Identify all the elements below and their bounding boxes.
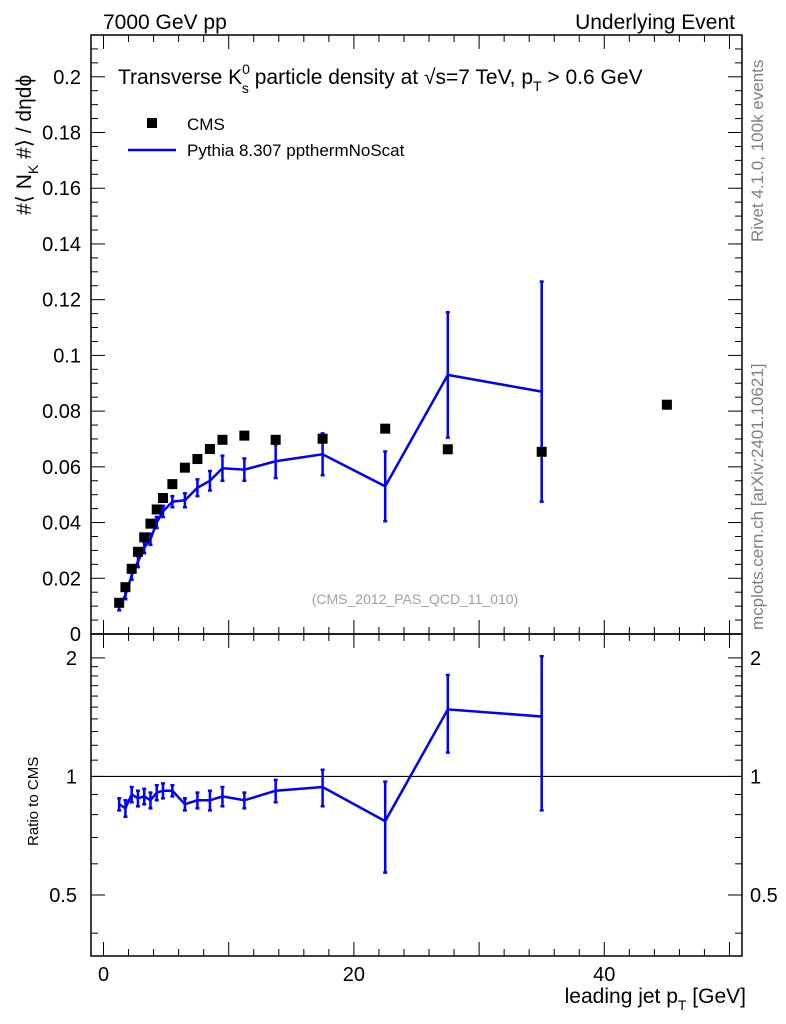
cms-data-point xyxy=(132,546,143,557)
ratio-y-tick-label: 1 xyxy=(66,766,77,788)
ratio-y-tick-label: 0.5 xyxy=(49,885,77,907)
main-title: Transverse K0 s particle density at √s=7 … xyxy=(118,61,643,96)
title-end: > 0.6 GeV xyxy=(542,66,643,89)
ratio-y-tick-label-right: 2 xyxy=(750,648,761,670)
ratio-line xyxy=(118,708,542,823)
main-y-tick-label: 0.02 xyxy=(42,568,81,590)
cms-data-point xyxy=(145,518,156,529)
ylabel-sub: K xyxy=(25,164,41,174)
ratio-y-label: Ratio to CMS xyxy=(25,757,42,846)
cms-data-point xyxy=(167,479,178,490)
x-tick-label: 40 xyxy=(593,964,615,986)
ylabel-b: #⟩ / dηdϕ xyxy=(13,75,36,165)
ylabel-a: #⟨ N xyxy=(13,174,36,215)
cms-data-point xyxy=(192,454,203,465)
cms-data-point xyxy=(217,434,228,445)
cms-data-point xyxy=(120,582,131,593)
ratio-panel-frame xyxy=(90,633,743,957)
title-mid: particle density at xyxy=(249,66,424,89)
legend-marker-cms xyxy=(147,118,157,128)
title-post: =7 TeV, p xyxy=(446,66,533,89)
x-axis-label: leading jet pT [GeV] xyxy=(565,985,746,1013)
main-y-tick-label: 0.16 xyxy=(42,178,81,200)
title-sup: 0 xyxy=(242,61,250,77)
main-y-tick-label: 0.2 xyxy=(53,67,81,89)
header-right: Underlying Event xyxy=(575,11,735,34)
main-y-tick-label: 0.18 xyxy=(42,123,81,145)
title-sub: s xyxy=(242,80,249,96)
main-y-tick-label: 0.1 xyxy=(53,345,81,367)
xlabel-main: leading jet p xyxy=(565,985,678,1008)
main-y-tick-label: 0 xyxy=(70,624,81,646)
axis-ticks: 0 0.02 0.04 0.06 0.08 0.1 0.12 0.14 0.16 0.18 0.2 0… xyxy=(42,35,778,986)
cms-data-point xyxy=(317,433,328,444)
cms-data-point xyxy=(270,434,281,445)
cms-data-point xyxy=(139,532,150,543)
title-post-sub: T xyxy=(533,78,542,94)
xlabel-unit: [GeV] xyxy=(686,985,746,1008)
cms-data-point xyxy=(239,430,250,441)
cms-data-point xyxy=(151,504,162,515)
main-y-tick-label: 0.04 xyxy=(42,513,81,535)
ratio-y-tick-label-right: 0.5 xyxy=(750,885,778,907)
rivet-label: Rivet 4.1.0, 100k events xyxy=(748,60,767,242)
cms-data-point xyxy=(126,563,137,574)
mcplots-label: mcplots.cern.ch [arXiv:2401.10621] xyxy=(748,364,767,630)
ratio-y-tick-label: 2 xyxy=(66,648,77,670)
cms-data-point xyxy=(204,444,215,455)
title-sqrt-sign: √ xyxy=(424,66,436,89)
legend-label-cms: CMS xyxy=(187,115,225,134)
legend-label-pythia: Pythia 8.307 ppthermNoScat xyxy=(187,141,405,160)
analysis-watermark: (CMS_2012_PAS_QCD_11_010) xyxy=(312,591,519,607)
cms-data-point xyxy=(114,597,125,608)
main-y-tick-label: 0.06 xyxy=(42,457,81,479)
cms-data-point xyxy=(179,462,190,473)
main-y-tick-label: 0.08 xyxy=(42,401,81,423)
xlabel-sub: T xyxy=(678,997,687,1013)
cms-data-point xyxy=(157,493,168,504)
main-y-label: #⟨ NK #⟩ / dηdϕ xyxy=(13,75,41,215)
pythia-line xyxy=(118,373,542,609)
main-data-layer xyxy=(114,280,672,612)
cms-data-point xyxy=(380,423,391,434)
cms-data-point xyxy=(442,444,453,455)
cms-data-point xyxy=(661,399,672,410)
header-left: 7000 GeV pp xyxy=(103,11,227,34)
x-tick-label: 0 xyxy=(98,964,109,986)
ratio-y-tick-label-right: 1 xyxy=(750,766,761,788)
main-y-tick-label: 0.12 xyxy=(42,290,81,312)
x-tick-label: 20 xyxy=(343,964,365,986)
main-y-tick-label: 0.14 xyxy=(42,234,81,256)
title-pre: Transverse K xyxy=(118,66,242,89)
title-sqrt: s xyxy=(436,66,447,89)
ratio-data-layer xyxy=(91,654,742,874)
cms-data-point xyxy=(536,446,547,457)
